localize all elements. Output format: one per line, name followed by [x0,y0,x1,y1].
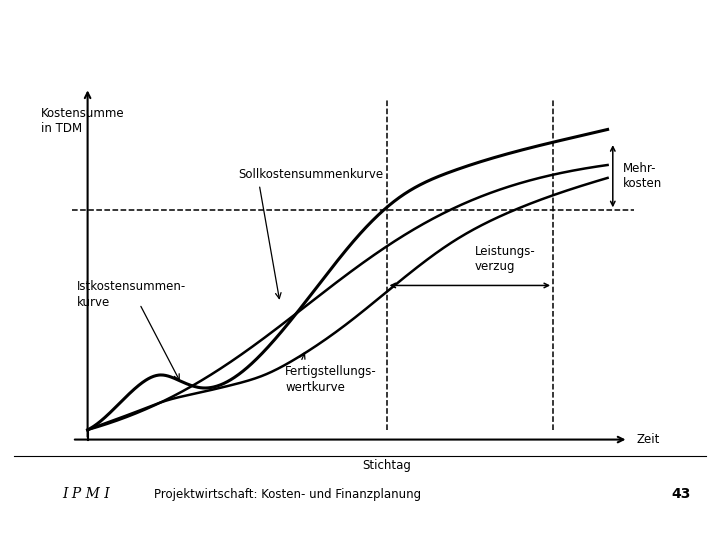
Text: Fertigstellungs-
wertkurve: Fertigstellungs- wertkurve [285,365,377,394]
Text: Mehr-
kosten: Mehr- kosten [624,162,662,190]
Text: Leistungs-
verzug: Leistungs- verzug [475,245,536,273]
Text: Projektwirtschaft: Kosten- und Finanzplanung: Projektwirtschaft: Kosten- und Finanzpla… [154,488,422,501]
Text: I P M I: I P M I [63,487,110,501]
Text: Zeit: Zeit [636,433,660,446]
Text: 43: 43 [672,487,691,501]
Text: Sollkostensummenkurve: Sollkostensummenkurve [238,168,384,181]
Text: Stichtag: Stichtag [362,459,411,472]
Text: Istkostensummen-
kurve: Istkostensummen- kurve [77,280,186,309]
Text: Kostensumme
in TDM: Kostensumme in TDM [41,107,125,135]
